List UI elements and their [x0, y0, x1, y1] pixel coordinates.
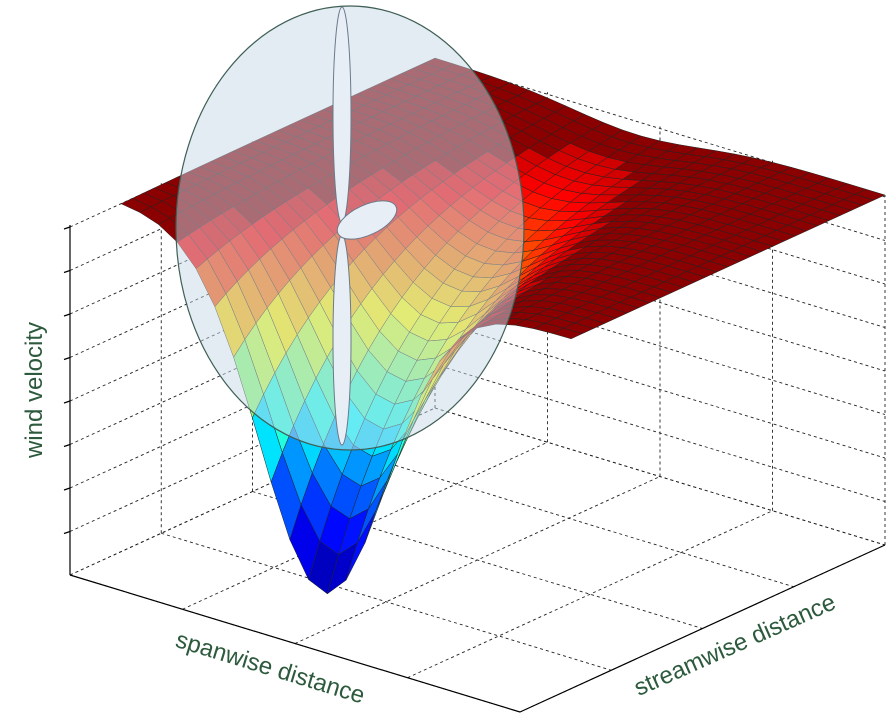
tick — [64, 358, 70, 360]
figure: wind velocity spanwise distance streamwi… — [0, 0, 896, 723]
tick — [64, 532, 70, 534]
z-axis-label: wind velocity — [21, 322, 48, 459]
tick — [64, 271, 70, 273]
tick — [64, 314, 70, 316]
blade — [333, 7, 351, 223]
axis — [520, 545, 885, 712]
grid-line — [435, 408, 885, 545]
axis — [70, 575, 520, 712]
grid-line — [344, 450, 794, 587]
tick — [64, 488, 70, 490]
blade — [333, 235, 351, 445]
tick — [64, 227, 70, 229]
tick — [64, 401, 70, 403]
turbine — [176, 6, 524, 450]
tick — [64, 445, 70, 447]
x-axis-label: spanwise distance — [172, 626, 367, 709]
y-axis-label: streamwise distance — [630, 589, 840, 702]
